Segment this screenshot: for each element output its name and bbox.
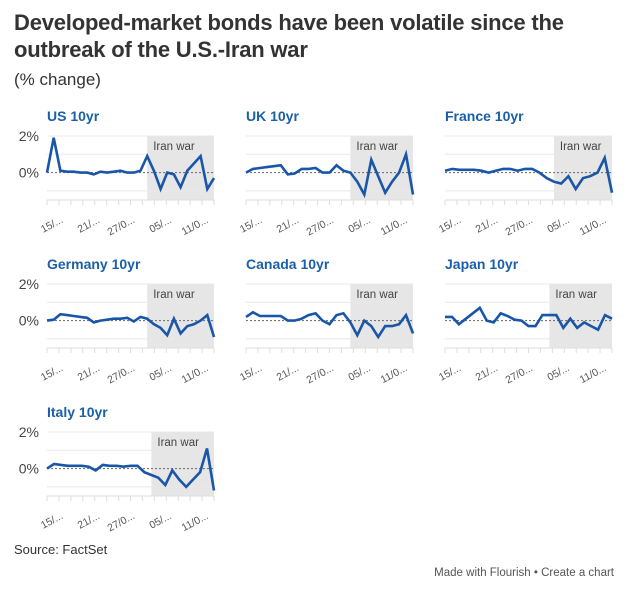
x-tick-label: 21/...: [275, 214, 301, 236]
iran-war-label: Iran war: [153, 141, 195, 153]
panel-chart: 2% 0% Iran war 15/... 21/... 27/0... 05/... 11/…: [19, 424, 216, 534]
x-tick-label: 05/...: [147, 362, 173, 384]
series-line: [445, 305, 613, 332]
series-line: [46, 312, 216, 338]
panel-title: UK 10yr: [246, 108, 299, 124]
x-tick-label: 21/...: [474, 362, 500, 384]
x-tick-label: 27/0...: [105, 362, 136, 386]
x-tick-label: 05/...: [346, 214, 372, 236]
x-tick-label: 15/...: [39, 362, 65, 384]
chart-subtitle: (% change): [14, 70, 101, 89]
made-with-flourish-link[interactable]: Made with Flourish: [434, 567, 531, 579]
iran-war-shade: [350, 284, 413, 348]
x-tick-label: 05/...: [545, 362, 571, 384]
x-tick-label: 27/0...: [105, 510, 136, 534]
panel-italy-10yr: Italy 10yr 2% 0% Iran war 15/... 21/... 27/0..…: [14, 404, 216, 544]
iran-war-shade: [147, 284, 214, 348]
x-tick-label: 27/0...: [503, 362, 534, 386]
panel-chart: Iran war 15/... 21/... 27/0... 05/... 11/0...: [437, 135, 614, 238]
x-tick-label: 27/0...: [304, 214, 335, 238]
panel-title: France 10yr: [445, 108, 524, 124]
iran-war-shade: [553, 136, 612, 200]
panel-us-10yr: US 10yr 2% 0% Iran war 15/... 21/... 27/0... 05…: [14, 108, 216, 248]
flourish-credit: Made with Flourish • Create a chart: [434, 567, 614, 579]
y-tick-label: 2%: [19, 424, 39, 440]
panel-chart: 2% 0% Iran war 15/... 21/... 27/0... 05/... 11/…: [19, 128, 216, 238]
panel-title: Germany 10yr: [47, 256, 141, 272]
x-tick-label: 15/...: [437, 362, 463, 384]
create-chart-link[interactable]: Create a chart: [541, 567, 614, 579]
source-note: Source: FactSet: [14, 542, 108, 557]
x-tick-label: 15/...: [238, 214, 264, 236]
x-tick-label: 27/0...: [304, 362, 335, 386]
x-tick-label: 11/0...: [379, 214, 410, 238]
x-tick-label: 11/0...: [379, 362, 410, 386]
chart-title: Developed-market bonds have been volatil…: [14, 10, 564, 62]
iran-war-label: Iran war: [356, 141, 398, 153]
panel-chart: 2% 0% Iran war 15/... 21/... 27/0... 05/... 11/…: [19, 276, 216, 386]
x-tick-label: 11/0...: [578, 362, 609, 386]
x-tick-label: 21/...: [76, 214, 102, 236]
series-line: [45, 137, 216, 193]
x-tick-label: 15/...: [39, 510, 65, 532]
series-line: [46, 448, 216, 491]
panel-title: Japan 10yr: [445, 256, 519, 272]
series-line: [245, 310, 415, 340]
x-tick-label: 05/...: [147, 510, 173, 532]
x-tick-label: 15/...: [238, 362, 264, 384]
panel-germany-10yr: Germany 10yr 2% 0% Iran war 15/... 21/... 27/0…: [14, 256, 216, 396]
iran-war-label: Iran war: [356, 289, 398, 301]
panel-chart: Iran war 15/... 21/... 27/0... 05/... 11/0...: [238, 135, 415, 238]
x-tick-label: 21/...: [275, 362, 301, 384]
panel-chart: Iran war 15/... 21/... 27/0... 05/... 11/0...: [437, 283, 613, 386]
credit-separator: •: [533, 567, 538, 579]
x-tick-label: 11/0...: [180, 510, 211, 534]
panel-title: US 10yr: [47, 108, 100, 124]
y-tick-label: 2%: [19, 128, 39, 144]
iran-war-label: Iran war: [560, 141, 602, 153]
iran-war-label: Iran war: [157, 437, 199, 449]
y-tick-label: 0%: [19, 313, 39, 329]
iran-war-label: Iran war: [153, 289, 195, 301]
x-tick-label: 05/...: [147, 214, 173, 236]
x-tick-label: 27/0...: [503, 214, 534, 238]
panel-japan-10yr: Japan 10yr Iran war 15/... 21/... 27/0... 05/…: [412, 256, 613, 396]
x-tick-label: 11/0...: [180, 362, 211, 386]
panel-france-10yr: France 10yr Iran war 15/... 21/... 27/0... 05…: [412, 108, 614, 248]
x-tick-label: 21/...: [474, 214, 500, 236]
iran-war-shade: [549, 284, 612, 348]
y-tick-label: 2%: [19, 276, 39, 292]
panel-title: Canada 10yr: [246, 256, 330, 272]
x-tick-label: 11/0...: [578, 214, 609, 238]
y-tick-label: 0%: [19, 165, 39, 181]
x-tick-label: 21/...: [76, 510, 102, 532]
x-tick-label: 11/0...: [180, 214, 211, 238]
iran-war-label: Iran war: [555, 289, 597, 301]
x-tick-label: 15/...: [39, 214, 65, 236]
series-line: [245, 149, 415, 199]
x-tick-label: 27/0...: [105, 214, 136, 238]
panel-title: Italy 10yr: [47, 404, 108, 420]
panel-canada-10yr: Canada 10yr Iran war 15/... 21/... 27/0... 05…: [213, 256, 415, 396]
series-line: [444, 153, 614, 193]
panel-uk-10yr: UK 10yr Iran war 15/... 21/... 27/0... 05/...…: [213, 108, 415, 248]
y-tick-label: 0%: [19, 461, 39, 477]
x-tick-label: 15/...: [437, 214, 463, 236]
x-tick-label: 21/...: [76, 362, 102, 384]
x-tick-label: 05/...: [545, 214, 571, 236]
x-tick-label: 05/...: [346, 362, 372, 384]
panel-chart: Iran war 15/... 21/... 27/0... 05/... 11/0...: [238, 283, 415, 386]
